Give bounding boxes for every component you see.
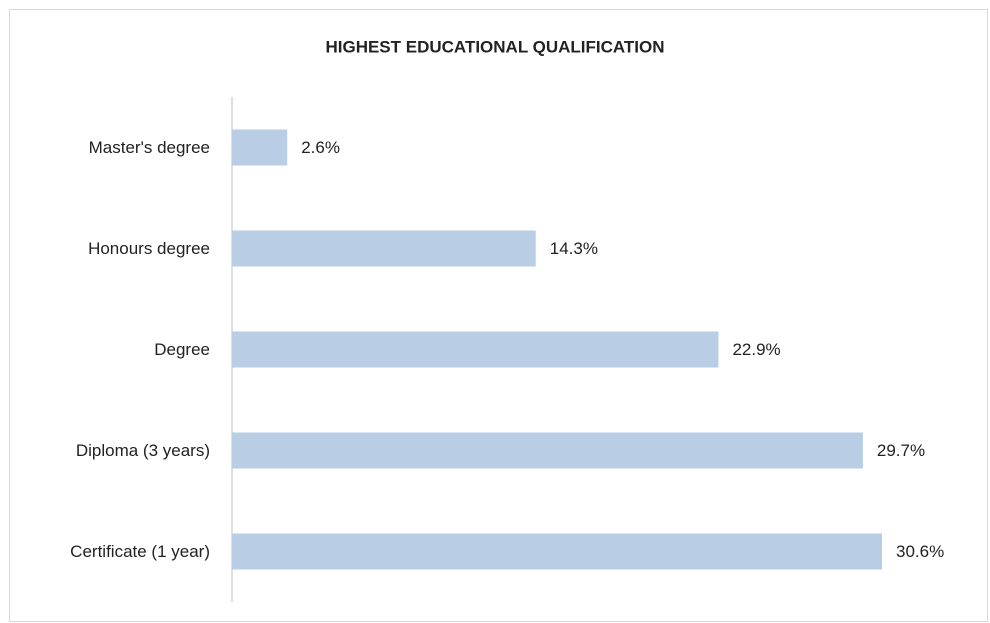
y-tick-label: Diploma (3 years) [76,441,210,460]
data-label: 29.7% [877,441,925,460]
bar [232,432,863,469]
data-label: 22.9% [732,340,780,359]
data-label: 30.6% [896,542,944,561]
bar [232,230,536,267]
data-label: 14.3% [550,239,598,258]
bar [232,129,288,166]
bar [232,533,882,570]
y-tick-label: Honours degree [88,239,210,258]
y-tick-label: Certificate (1 year) [70,542,210,561]
y-tick-label: Degree [154,340,210,359]
y-tick-label: Master's degree [89,138,210,157]
data-label: 2.6% [301,138,340,157]
chart-frame [9,9,988,622]
chart-title: HIGHEST EDUCATIONAL QUALIFICATION [325,37,664,56]
bar [232,331,719,368]
